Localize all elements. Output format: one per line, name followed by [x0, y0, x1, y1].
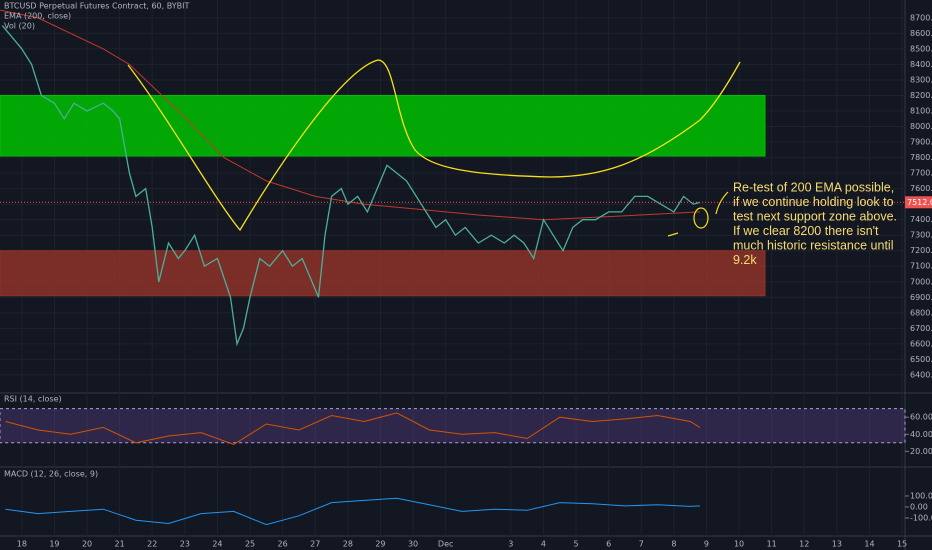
series-line	[0, 9, 700, 221]
y-tick-label: 60.00	[910, 413, 932, 422]
y-tick-label: 7300.00	[910, 231, 932, 240]
x-tick-label: 3	[508, 540, 513, 549]
annotation-line: 9.2k	[733, 253, 757, 267]
y-tick-label: 7900.00	[910, 138, 932, 147]
price-zone	[0, 94, 766, 157]
y-tick-label: 6600.00	[910, 339, 932, 348]
y-tick-label: 7000.00	[910, 277, 932, 286]
x-tick-label: 6	[606, 540, 611, 549]
x-tick-label: 13	[832, 540, 842, 549]
y-tick-label: 8200.00	[910, 91, 932, 100]
y-tick-label: 6900.00	[910, 293, 932, 302]
y-tick-label: 8100.00	[910, 107, 932, 116]
y-tick-label: 20.00	[910, 447, 932, 456]
x-tick-label: 7	[639, 540, 644, 549]
x-tick-label: 4	[541, 540, 546, 549]
y-tick-label: 8700.00	[910, 13, 932, 22]
y-tick-label: 6500.00	[910, 355, 932, 364]
annotation-line: much historic resistance until	[733, 238, 893, 252]
rsi-band	[0, 408, 906, 444]
legend-vol: Vol (20)	[4, 22, 35, 31]
x-tick-label: Dec	[438, 540, 453, 549]
last-price-label: 7512.00	[907, 198, 932, 207]
y-tick-label: 8500.00	[910, 44, 932, 53]
series-line	[5, 497, 700, 526]
y-tick-label: 6800.00	[910, 308, 932, 317]
series-line	[5, 412, 701, 446]
x-tick-label: 5	[574, 540, 579, 549]
x-tick-label: 9	[704, 540, 709, 549]
y-tick-label: 40.00	[910, 430, 932, 439]
x-tick-label: 23	[180, 540, 190, 549]
annotation-line: test next support zone above.	[733, 209, 897, 223]
y-tick-label: 7700.00	[910, 169, 932, 178]
y-tick-label: 6400.00	[910, 370, 932, 379]
x-tick-label: 30	[408, 540, 418, 549]
x-tick-label: 10	[734, 540, 744, 549]
drawn-circle	[693, 207, 709, 229]
x-tick-label: 22	[147, 540, 157, 549]
series-line	[1, 25, 701, 347]
price-zone	[0, 250, 766, 297]
x-tick-label: 27	[310, 540, 320, 549]
last-price-box	[905, 196, 932, 209]
drawn-marks	[667, 191, 729, 237]
x-tick-label: 24	[212, 540, 222, 549]
y-tick-label: 0.00	[910, 502, 928, 511]
y-tick-label: 100.00	[910, 491, 932, 500]
drawn-curve	[127, 59, 741, 232]
annotation-line: Re-test of 200 EMA possible,	[733, 180, 894, 194]
x-tick-label: 8	[671, 540, 676, 549]
y-tick-label: 8600.00	[910, 29, 932, 38]
y-tick-label: 8400.00	[910, 60, 932, 69]
x-tick-label: 29	[375, 540, 385, 549]
y-tick-label: 7600.00	[910, 184, 932, 193]
x-tick-label: 11	[767, 540, 777, 549]
x-tick-label: 20	[82, 540, 92, 549]
annotation-line: if we continue holding look to	[733, 195, 894, 209]
y-tick-label: -100.00	[910, 513, 932, 522]
y-tick-label: 7200.00	[910, 246, 932, 255]
x-tick-label: 26	[278, 540, 288, 549]
x-tick-label: 14	[864, 540, 874, 549]
rsi-title: RSI (14, close)	[4, 395, 62, 404]
symbol-title: BTCUSD Perpetual Futures Contract, 60, B…	[4, 2, 189, 11]
x-tick-label: 12	[799, 540, 809, 549]
x-tick-label: 28	[343, 540, 353, 549]
x-tick-label: 18	[17, 540, 27, 549]
y-tick-label: 7400.00	[910, 215, 932, 224]
y-tick-label: 8000.00	[910, 122, 932, 131]
y-tick-label: 8300.00	[910, 75, 932, 84]
macd-title: MACD (12, 26, close, 9)	[4, 470, 98, 479]
x-tick-label: 25	[245, 540, 255, 549]
y-tick-label: 7800.00	[910, 153, 932, 162]
annotation-line: If we clear 8200 there isn't	[733, 224, 879, 238]
x-tick-label: 15	[897, 540, 907, 549]
x-tick-label: 21	[115, 540, 125, 549]
legend-ema: EMA (200, close)	[4, 12, 71, 21]
x-tick-label: 19	[49, 540, 59, 549]
y-tick-label: 6700.00	[910, 324, 932, 333]
y-tick-label: 7100.00	[910, 262, 932, 271]
